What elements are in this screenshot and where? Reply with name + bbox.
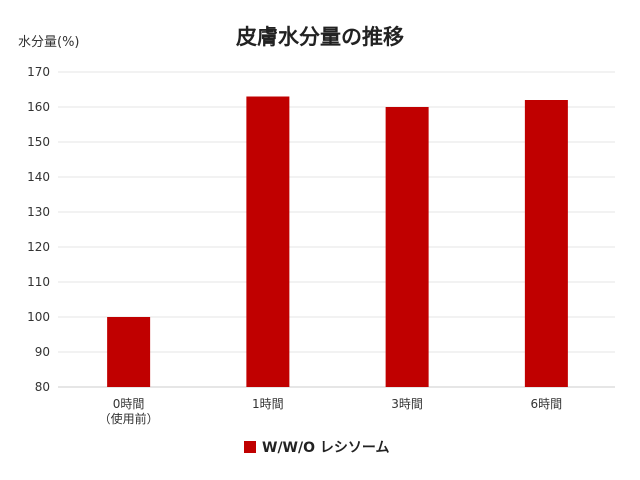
legend-swatch xyxy=(244,441,256,453)
y-tick-label: 130 xyxy=(27,205,50,219)
y-tick-label: 160 xyxy=(27,100,50,114)
y-tick-label: 140 xyxy=(27,170,50,184)
bars xyxy=(107,96,568,387)
y-tick-label: 100 xyxy=(27,310,50,324)
y-tick-label: 80 xyxy=(35,380,50,394)
x-tick-label: 3時間 xyxy=(391,397,423,411)
y-tick-label: 120 xyxy=(27,240,50,254)
bar xyxy=(107,317,151,387)
legend-label: W/W/O レシソーム xyxy=(262,440,389,456)
y-tick-label: 170 xyxy=(27,65,50,79)
bar xyxy=(246,96,290,387)
legend: W/W/O レシソーム xyxy=(244,440,389,456)
gridlines xyxy=(58,71,615,388)
y-tick-label: 90 xyxy=(35,345,50,359)
chart-title: 皮膚水分量の推移 xyxy=(236,25,404,49)
x-axis-ticks: 0時間（使用前） 1時間 3時間 6時間 xyxy=(99,397,563,426)
bar xyxy=(524,100,568,387)
x-tick-label: 0時間（使用前） xyxy=(99,397,159,426)
x-tick-label: 6時間 xyxy=(531,397,563,411)
bar xyxy=(385,107,429,387)
y-tick-label: 150 xyxy=(27,135,50,149)
y-tick-label: 110 xyxy=(27,275,50,289)
x-tick-label: 1時間 xyxy=(252,397,284,411)
y-axis-ticks: 80 90 100 110 120 130 140 150 160 170 xyxy=(27,65,50,394)
y-axis-label: 水分量(%) xyxy=(18,35,80,50)
